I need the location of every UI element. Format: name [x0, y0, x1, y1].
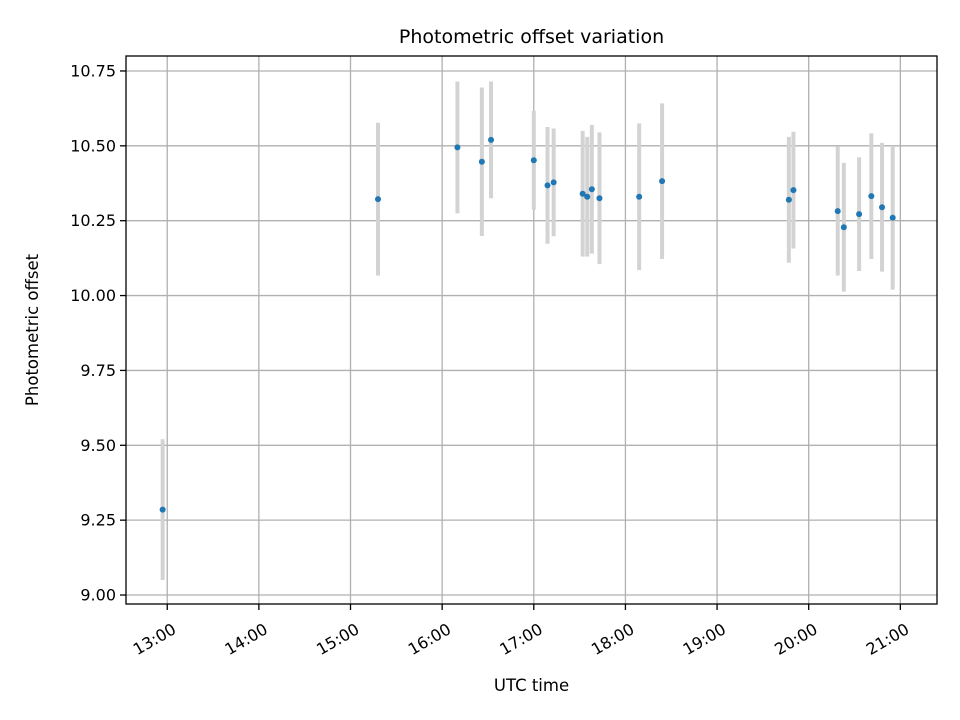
grid: [126, 56, 937, 604]
data-point: [840, 224, 847, 231]
y-tick-label: 10.50: [70, 136, 116, 155]
data-points: [159, 136, 896, 513]
data-point: [584, 193, 591, 200]
data-point: [868, 193, 875, 200]
y-tick-label: 10.00: [70, 286, 116, 305]
data-point: [834, 208, 841, 215]
plot-frame: [125, 55, 938, 605]
y-tick-label: 9.75: [80, 361, 116, 380]
data-point: [454, 144, 461, 151]
chart-title: Photometric offset variation: [399, 26, 664, 48]
data-point: [588, 186, 595, 193]
data-point: [636, 193, 643, 200]
y-tick-label: 10.75: [70, 61, 116, 80]
data-point: [596, 195, 603, 202]
data-point: [159, 506, 166, 513]
data-point: [790, 187, 797, 194]
data-point: [889, 214, 896, 221]
data-point: [488, 136, 495, 143]
data-point: [879, 204, 886, 211]
y-tick-label: 9.50: [80, 436, 116, 455]
data-point: [478, 158, 485, 165]
y-tick-label: 9.00: [80, 586, 116, 605]
y-tick-label: 10.25: [70, 211, 116, 230]
y-axis-label: Photometric offset: [23, 253, 42, 406]
data-point: [375, 196, 382, 203]
data-point: [579, 190, 586, 197]
data-point: [530, 157, 537, 164]
x-axis-label: UTC time: [494, 676, 569, 695]
data-point: [785, 196, 792, 203]
data-point: [659, 178, 666, 185]
data-point: [544, 182, 551, 189]
data-point: [856, 211, 863, 218]
y-axis: 9.00 9.25 9.50 9.75 10.00 10.25 10.50 10.75: [70, 61, 126, 605]
y-tick-label: 9.25: [80, 511, 116, 530]
data-point: [550, 179, 557, 186]
